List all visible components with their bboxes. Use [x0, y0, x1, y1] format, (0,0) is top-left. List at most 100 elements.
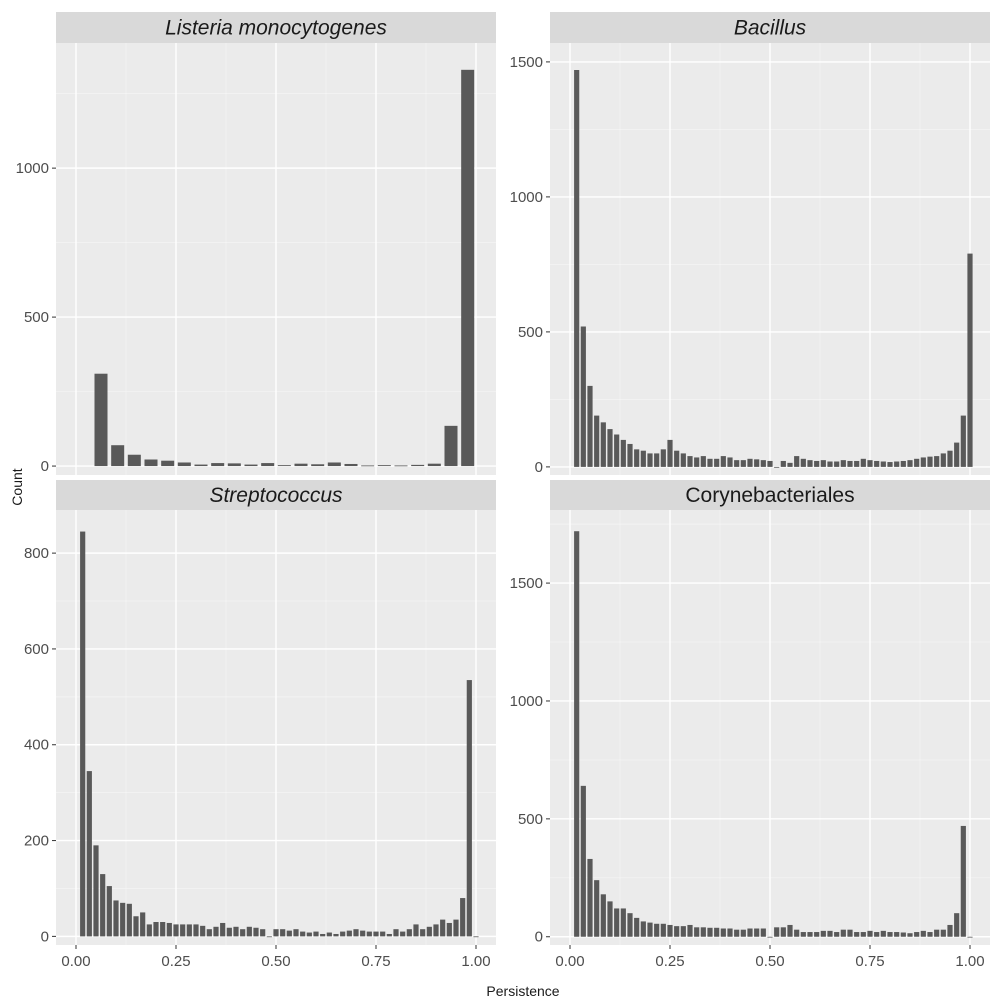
- histogram-bar: [344, 463, 358, 467]
- histogram-bar: [747, 928, 753, 937]
- y-tick-label: 400: [24, 737, 49, 754]
- histogram-bar: [680, 453, 686, 467]
- histogram-bar: [233, 926, 239, 937]
- panel-top-left: Listeria monocytogenes 0 500 1000: [16, 12, 496, 475]
- histogram-bar: [887, 932, 893, 937]
- histogram-bar: [427, 463, 441, 467]
- histogram-bar: [667, 439, 673, 467]
- histogram-bar: [277, 465, 291, 467]
- histogram-bar: [800, 932, 806, 937]
- histogram-bar: [466, 680, 472, 937]
- y-tick-label: 800: [24, 545, 49, 562]
- histogram-bar: [227, 463, 241, 467]
- facet-title: Streptococcus: [209, 484, 343, 507]
- histogram-bar: [100, 874, 106, 937]
- histogram-bar: [244, 464, 258, 467]
- histogram-bar: [186, 924, 192, 937]
- histogram-bar: [787, 924, 793, 937]
- histogram-bar: [266, 936, 272, 938]
- histogram-bar: [180, 924, 186, 937]
- histogram-bar: [106, 886, 112, 937]
- histogram-bar: [960, 825, 966, 937]
- histogram-bar: [700, 927, 706, 937]
- y-tick-label: 1000: [510, 693, 543, 710]
- y-tick-label: 0: [535, 459, 543, 476]
- x-tick-label: 0.25: [161, 953, 190, 970]
- x-tick-label: 0.75: [361, 953, 390, 970]
- histogram-bar: [213, 926, 219, 937]
- histogram-bar: [767, 936, 773, 938]
- histogram-bar: [927, 932, 933, 937]
- histogram-bar: [647, 453, 653, 467]
- histogram-bar: [133, 916, 139, 937]
- x-tick-label: 0.00: [61, 953, 90, 970]
- histogram-bar: [353, 929, 359, 937]
- histogram-bar: [854, 460, 860, 467]
- histogram-bar: [780, 927, 786, 937]
- histogram-bar: [667, 924, 673, 937]
- histogram-bar: [967, 253, 973, 467]
- histogram-bar: [874, 932, 880, 937]
- histogram-bar: [261, 463, 275, 467]
- histogram-bar: [433, 924, 439, 937]
- histogram-bar: [587, 858, 593, 937]
- histogram-bar: [820, 930, 826, 937]
- histogram-bar: [144, 459, 158, 467]
- histogram-bar: [880, 930, 886, 937]
- histogram-bar: [627, 913, 633, 937]
- histogram-bar: [327, 462, 341, 467]
- histogram-bar: [927, 456, 933, 467]
- histogram-bar: [660, 923, 666, 937]
- histogram-bar: [444, 425, 458, 467]
- histogram-bar: [940, 929, 946, 937]
- histogram-bar: [760, 928, 766, 937]
- histogram-bar: [406, 929, 412, 937]
- histogram-bar: [914, 932, 920, 937]
- histogram-bar: [694, 927, 700, 937]
- histogram-bar: [887, 462, 893, 467]
- histogram-bar: [694, 457, 700, 467]
- histogram-bar: [787, 462, 793, 467]
- histogram-bar: [967, 936, 973, 938]
- histogram-bar: [767, 460, 773, 467]
- histogram-bar: [947, 924, 953, 937]
- histogram-bar: [907, 933, 913, 937]
- histogram-bar: [894, 932, 900, 937]
- histogram-bar: [620, 908, 626, 937]
- histogram-bar: [847, 929, 853, 937]
- histogram-bar: [600, 894, 606, 937]
- histogram-bar: [411, 464, 425, 467]
- histogram-bar: [954, 442, 960, 467]
- histogram-bar: [640, 450, 646, 467]
- panel-bottom-left: Streptococcus 0 200 400 600 800 0.00 0.25 0.50 0.…: [24, 480, 496, 970]
- histogram-bar: [867, 930, 873, 937]
- histogram-bar: [820, 460, 826, 467]
- histogram-bar: [294, 463, 308, 467]
- histogram-bar: [587, 385, 593, 467]
- histogram-bar: [960, 415, 966, 467]
- histogram-bar: [306, 932, 312, 937]
- histogram-bar: [860, 458, 866, 467]
- histogram-bar: [173, 924, 179, 937]
- histogram-bar: [774, 927, 780, 937]
- histogram-bar: [94, 373, 108, 467]
- histogram-bar: [440, 919, 446, 937]
- histogram-bar: [161, 460, 175, 467]
- y-tick-label: 500: [518, 811, 543, 828]
- histogram-bar: [340, 931, 346, 937]
- histogram-bar: [380, 931, 386, 937]
- histogram-bar: [860, 932, 866, 937]
- x-tick-label: 0.00: [555, 953, 584, 970]
- histogram-bar: [393, 929, 399, 937]
- histogram-bar: [574, 531, 580, 937]
- histogram-bar: [111, 445, 125, 467]
- histogram-bar: [120, 902, 126, 937]
- histogram-bar: [714, 458, 720, 467]
- histogram-bar: [614, 434, 620, 467]
- histogram-bar: [720, 928, 726, 937]
- histogram-bar: [674, 450, 680, 467]
- histogram-bar: [286, 930, 292, 937]
- histogram-bar: [260, 929, 266, 937]
- histogram-bar: [366, 931, 372, 937]
